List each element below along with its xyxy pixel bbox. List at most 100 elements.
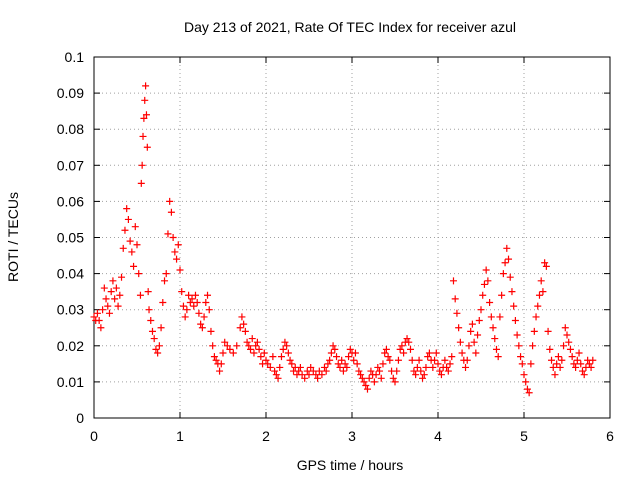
data-point bbox=[104, 302, 112, 310]
data-point bbox=[470, 338, 478, 346]
data-point bbox=[449, 277, 457, 285]
data-point bbox=[480, 280, 488, 288]
data-point bbox=[532, 313, 540, 321]
data-point bbox=[517, 353, 525, 361]
data-point bbox=[477, 306, 485, 314]
data-point bbox=[565, 338, 573, 346]
data-point bbox=[133, 241, 141, 249]
data-point bbox=[169, 234, 177, 241]
data-point bbox=[162, 270, 170, 278]
data-point bbox=[193, 298, 201, 306]
data-point bbox=[367, 367, 375, 375]
data-point bbox=[150, 335, 158, 343]
data-point bbox=[441, 356, 449, 364]
data-point bbox=[413, 363, 421, 371]
x-tick-label: 1 bbox=[176, 428, 184, 444]
data-point bbox=[141, 96, 149, 104]
y-tick-label: 0.06 bbox=[57, 193, 84, 209]
data-point bbox=[448, 353, 456, 361]
data-point bbox=[219, 349, 227, 357]
data-point bbox=[410, 367, 418, 375]
data-point bbox=[148, 327, 156, 335]
data-point bbox=[118, 273, 126, 281]
data-point bbox=[248, 335, 256, 343]
y-tick-label: 0.07 bbox=[57, 157, 84, 173]
x-tick-label: 4 bbox=[434, 428, 442, 444]
data-point bbox=[527, 360, 535, 368]
data-point bbox=[515, 342, 523, 350]
data-point bbox=[142, 82, 150, 90]
data-point bbox=[301, 374, 309, 382]
data-point bbox=[138, 161, 146, 169]
data-point bbox=[139, 132, 147, 140]
data-point bbox=[166, 197, 174, 205]
data-point bbox=[508, 288, 516, 296]
data-point bbox=[131, 223, 139, 231]
chart-title: Day 213 of 2021, Rate Of TEC Index for r… bbox=[184, 19, 516, 35]
data-point bbox=[331, 345, 339, 353]
data-point bbox=[137, 179, 145, 187]
data-point bbox=[281, 338, 289, 346]
data-point bbox=[436, 367, 444, 375]
data-point bbox=[240, 320, 248, 328]
data-point bbox=[210, 353, 218, 361]
data-point bbox=[288, 360, 296, 368]
data-point bbox=[269, 353, 277, 361]
data-point bbox=[250, 349, 258, 357]
data-point bbox=[181, 313, 189, 321]
data-point bbox=[544, 327, 552, 335]
x-tick-label: 6 bbox=[606, 428, 614, 444]
data-point bbox=[529, 342, 537, 350]
data-point bbox=[318, 371, 326, 379]
y-tick-label: 0.03 bbox=[57, 302, 84, 318]
data-point bbox=[511, 317, 519, 325]
data-point bbox=[114, 302, 122, 310]
data-point bbox=[456, 338, 464, 346]
data-point bbox=[575, 349, 583, 357]
data-point bbox=[274, 374, 282, 382]
data-point bbox=[468, 320, 476, 328]
data-point bbox=[93, 309, 101, 317]
data-point bbox=[119, 244, 127, 252]
data-point bbox=[580, 371, 588, 379]
data-point bbox=[453, 309, 461, 317]
data-point bbox=[408, 356, 416, 364]
data-point bbox=[128, 248, 136, 256]
data-point bbox=[198, 324, 206, 332]
data-point bbox=[260, 349, 268, 357]
data-point bbox=[566, 345, 574, 353]
data-point bbox=[90, 313, 98, 321]
data-point bbox=[314, 374, 322, 382]
data-point bbox=[179, 302, 187, 310]
data-point bbox=[223, 342, 231, 350]
data-point bbox=[121, 226, 129, 234]
data-point bbox=[107, 288, 115, 296]
data-point bbox=[233, 342, 241, 350]
x-tick-label: 2 bbox=[262, 428, 270, 444]
data-point bbox=[190, 302, 198, 310]
data-point bbox=[253, 338, 261, 346]
data-point bbox=[523, 385, 531, 393]
data-point bbox=[451, 295, 459, 303]
data-point bbox=[346, 345, 354, 353]
data-point bbox=[351, 349, 359, 357]
y-tick-label: 0.02 bbox=[57, 338, 84, 354]
data-point bbox=[472, 349, 480, 357]
data-point bbox=[324, 360, 332, 368]
data-point bbox=[315, 367, 323, 375]
data-point bbox=[353, 360, 361, 368]
data-point bbox=[152, 345, 160, 353]
data-point bbox=[130, 262, 138, 270]
data-point bbox=[200, 313, 208, 321]
data-point bbox=[455, 324, 463, 332]
data-point bbox=[123, 205, 131, 213]
data-point bbox=[343, 363, 351, 371]
data-point bbox=[489, 324, 497, 332]
data-point bbox=[305, 371, 313, 379]
data-point bbox=[535, 291, 543, 299]
data-point bbox=[157, 324, 165, 332]
data-point bbox=[174, 241, 182, 249]
data-point bbox=[296, 363, 304, 371]
data-point bbox=[513, 331, 521, 339]
